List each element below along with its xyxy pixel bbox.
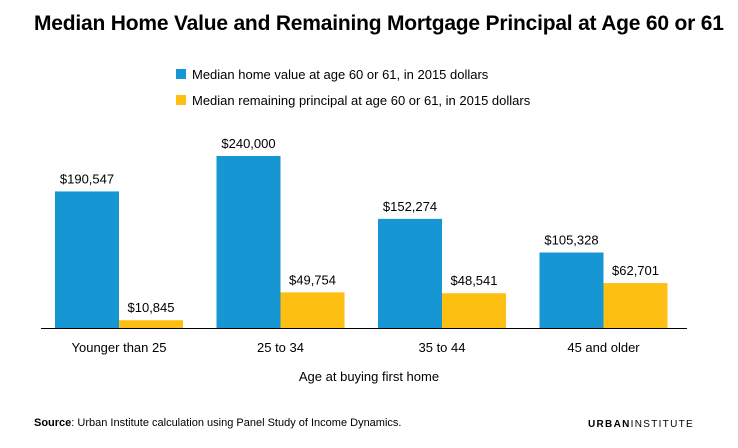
source-note: Source: Urban Institute calculation usin… — [34, 417, 401, 429]
bar-principal-0 — [119, 320, 183, 328]
x-axis-title: Age at buying first home — [298, 369, 440, 384]
legend-item-principal: Median remaining principal at age 60 or … — [176, 87, 530, 113]
bar-home-value-3 — [539, 252, 604, 328]
bar-home-value-1 — [216, 156, 281, 328]
data-label-home-value-0: $190,547 — [60, 171, 114, 186]
legend-label-principal: Median remaining principal at age 60 or … — [192, 92, 531, 108]
x-tick-label-2: 35 to 44 — [419, 340, 466, 355]
bar-principal-1 — [280, 292, 345, 328]
x-tick-label-3: 45 and older — [567, 340, 640, 355]
data-label-principal-1: $49,754 — [289, 272, 336, 287]
data-label-principal-2: $48,541 — [451, 273, 498, 288]
bar-home-value-2 — [378, 218, 442, 328]
x-tick-label-1: 25 to 34 — [257, 340, 304, 355]
legend-item-home-value: Median home value at age 60 or 61, in 20… — [176, 61, 530, 87]
legend-swatch-home-value — [176, 69, 186, 79]
data-label-home-value-2: $152,274 — [383, 199, 437, 214]
source-label: Source — [34, 417, 72, 429]
brand-part2: INSTITUTE — [630, 419, 694, 430]
data-label-home-value-3: $105,328 — [544, 233, 598, 248]
chart-title: Median Home Value and Remaining Mortgage… — [34, 12, 724, 35]
legend-label-home-value: Median home value at age 60 or 61, in 20… — [192, 66, 489, 82]
x-tick-label-0: Younger than 25 — [72, 340, 167, 355]
bar-principal-3 — [603, 283, 668, 328]
data-label-principal-0: $10,845 — [128, 300, 175, 315]
legend: Median home value at age 60 or 61, in 20… — [176, 61, 530, 113]
bar-principal-2 — [442, 293, 506, 328]
data-label-home-value-1: $240,000 — [221, 136, 275, 151]
urban-institute-logo: URBANINSTITUTE — [588, 419, 694, 430]
data-label-principal-3: $62,701 — [612, 263, 659, 278]
bar-home-value-0 — [55, 191, 119, 328]
legend-swatch-principal — [176, 95, 186, 105]
brand-part1: URBAN — [588, 419, 631, 430]
source-text: : Urban Institute calculation using Pane… — [71, 417, 402, 429]
